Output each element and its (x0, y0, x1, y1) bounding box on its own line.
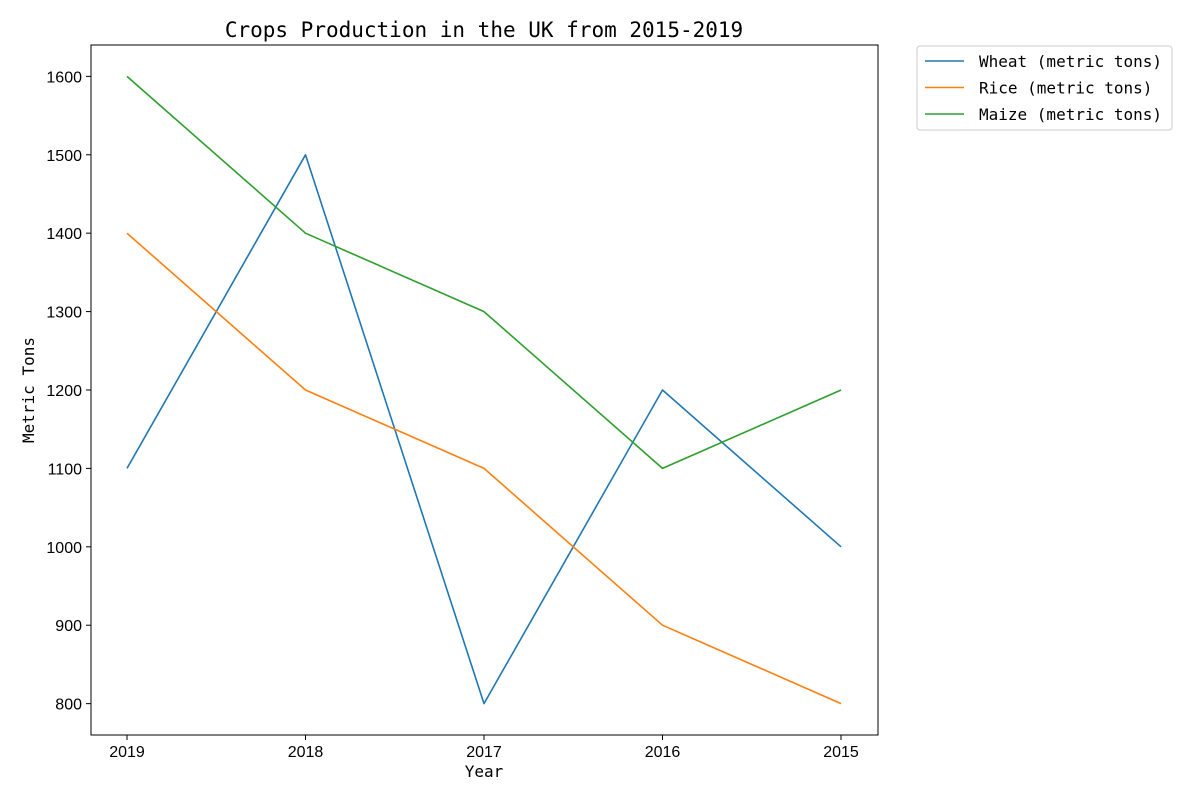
y-tick-label: 1100 (48, 461, 83, 478)
y-tick-label: 1300 (46, 305, 82, 322)
x-tick-label: 2016 (645, 744, 681, 761)
series-line-maize (126, 75, 842, 470)
x-axis-label: Year (465, 762, 504, 781)
y-axis-label: Metric Tons (19, 337, 38, 443)
x-tick-label: 2019 (109, 744, 145, 761)
x-axis: 2019 2018 2017 2016 2015 (109, 735, 859, 761)
legend-label-rice: Rice (metric tons) (979, 79, 1152, 98)
legend-label-wheat: Wheat (metric tons) (979, 52, 1162, 71)
legend: Wheat (metric tons) Rice (metric tons) Mai… (916, 45, 1173, 131)
legend-label-maize: Maize (metric tons) (979, 105, 1162, 124)
chart-title: Crops Production in the UK from 2015-201… (225, 18, 743, 42)
y-tick-label: 1000 (46, 540, 82, 557)
x-tick-label: 2018 (288, 744, 324, 761)
x-tick-label: 2015 (823, 744, 859, 761)
series-line-wheat (126, 154, 842, 705)
y-tick-label: 1400 (46, 226, 82, 243)
legend-frame (916, 45, 1173, 131)
y-tick-label: 1600 (46, 69, 82, 86)
y-tick-label: 1500 (46, 148, 82, 165)
series-group (126, 75, 842, 705)
y-axis: 800 900 1000 1100 1200 1300 1400 1500 1600 (46, 69, 91, 714)
x-tick-label: 2017 (466, 744, 502, 761)
y-tick-label: 900 (55, 618, 82, 635)
series-line-rice (126, 232, 842, 705)
y-tick-label: 800 (55, 697, 82, 714)
y-tick-label: 1200 (46, 383, 82, 400)
